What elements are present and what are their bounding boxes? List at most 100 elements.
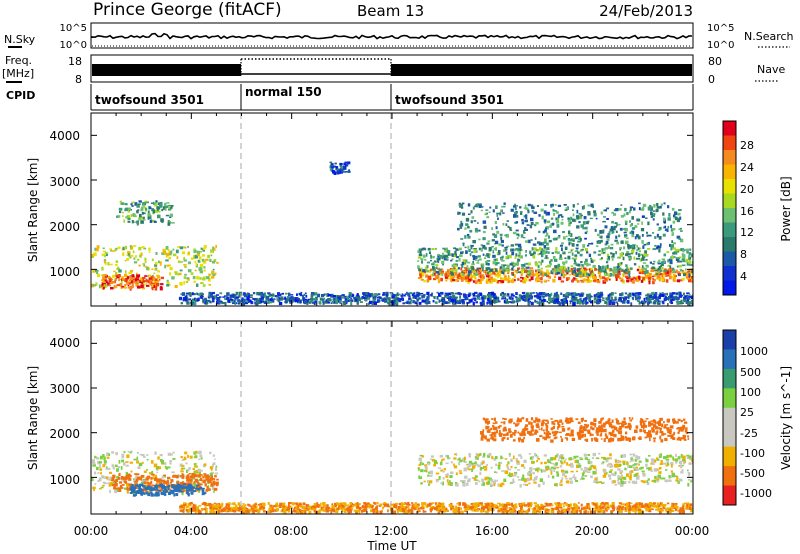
heatmap-cell	[585, 467, 589, 470]
heatmap-cell	[115, 286, 118, 288]
heatmap-cell	[149, 277, 153, 281]
heatmap-cell	[615, 274, 619, 278]
heatmap-cell	[583, 469, 586, 472]
power-y-tick-1000: 1000	[49, 265, 80, 279]
heatmap-cell	[545, 227, 548, 230]
heatmap-cell	[478, 267, 482, 270]
heatmap-cell	[485, 271, 489, 275]
heatmap-cell	[659, 205, 662, 209]
heatmap-cell	[478, 247, 482, 251]
heatmap-cell	[422, 254, 426, 258]
heatmap-cell	[642, 480, 646, 484]
heatmap-cell	[567, 219, 571, 223]
heatmap-cell	[556, 270, 560, 273]
heatmap-cell	[477, 259, 480, 262]
heatmap-cell	[601, 248, 604, 252]
heatmap-cell	[193, 483, 197, 487]
heatmap-cell	[117, 266, 120, 270]
nsky-tick-top: 10^5	[60, 23, 87, 34]
heatmap-cell	[508, 296, 512, 300]
heatmap-cell	[193, 293, 196, 296]
heatmap-cell	[359, 301, 364, 303]
heatmap-cell	[133, 213, 136, 217]
heatmap-cell	[516, 261, 519, 264]
heatmap-cell	[624, 234, 628, 237]
heatmap-cell	[425, 253, 428, 257]
heatmap-cell	[298, 293, 302, 296]
heatmap-cell	[657, 245, 660, 249]
heatmap-cell	[151, 258, 154, 262]
heatmap-cell	[686, 454, 690, 457]
heatmap-cell	[448, 301, 451, 304]
heatmap-cell	[179, 269, 183, 272]
heatmap-cell	[462, 457, 465, 461]
heatmap-cell	[617, 268, 619, 270]
cpid-segment-2: normal 150	[245, 85, 322, 99]
heatmap-cell	[162, 484, 165, 487]
heatmap-cell	[290, 298, 293, 301]
heatmap-cell	[587, 454, 591, 456]
heatmap-cell	[130, 450, 133, 453]
heatmap-cell	[419, 461, 422, 466]
heatmap-cell	[592, 470, 596, 475]
heatmap-cell	[512, 265, 515, 269]
heatmap-cell	[169, 482, 171, 485]
heatmap-cell	[133, 245, 137, 247]
heatmap-cell	[115, 263, 118, 266]
heatmap-cell	[634, 292, 639, 295]
heatmap-cell	[649, 294, 653, 298]
heatmap-cell	[178, 272, 182, 276]
heatmap-cell	[517, 247, 520, 252]
heatmap-cell	[412, 300, 415, 304]
heatmap-cell	[645, 265, 649, 268]
heatmap-cell	[572, 209, 574, 212]
heatmap-cell	[533, 481, 537, 484]
heatmap-cell	[144, 261, 147, 264]
heatmap-cell	[133, 458, 137, 461]
heatmap-cell	[649, 434, 652, 438]
heatmap-cell	[153, 477, 158, 480]
heatmap-cell	[406, 300, 410, 303]
heatmap-cell	[101, 266, 104, 271]
heatmap-cell	[534, 237, 537, 240]
heatmap-cell	[428, 480, 433, 484]
heatmap-cell	[536, 425, 540, 429]
heatmap-cell	[674, 211, 678, 216]
heatmap-cell	[501, 255, 504, 259]
heatmap-cell	[452, 295, 456, 298]
heatmap-cell	[670, 256, 672, 260]
heatmap-cell	[113, 286, 116, 289]
heatmap-cell	[634, 225, 638, 228]
freq-block-right	[391, 64, 692, 76]
heatmap-cell	[449, 295, 452, 299]
heatmap-cell	[661, 275, 664, 278]
heatmap-cell	[535, 430, 539, 433]
heatmap-cell	[136, 456, 139, 460]
heatmap-cell	[669, 260, 673, 265]
heatmap-cell	[183, 276, 187, 279]
heatmap-cell	[549, 462, 553, 465]
heatmap-cell	[92, 463, 96, 467]
heatmap-cell	[449, 278, 452, 281]
heatmap-cell	[177, 273, 180, 276]
heatmap-cell	[609, 247, 614, 250]
heatmap-cell	[136, 210, 139, 214]
heatmap-cell	[127, 284, 130, 287]
heatmap-cell	[193, 474, 198, 478]
heatmap-cell	[147, 213, 151, 217]
heatmap-cell	[557, 236, 561, 239]
heatmap-cell	[540, 280, 543, 284]
heatmap-cell	[140, 277, 143, 280]
heatmap-cell	[468, 294, 471, 297]
heatmap-cell	[576, 209, 579, 214]
heatmap-cell	[680, 299, 683, 302]
heatmap-cell	[103, 456, 106, 460]
heatmap-cell	[667, 264, 671, 267]
heatmap-cell	[594, 296, 597, 300]
heatmap-cell	[648, 301, 652, 304]
heatmap-cell	[313, 298, 317, 301]
heatmap-cell	[542, 292, 545, 296]
heatmap-cell	[129, 286, 133, 290]
heatmap-cell	[612, 226, 616, 231]
